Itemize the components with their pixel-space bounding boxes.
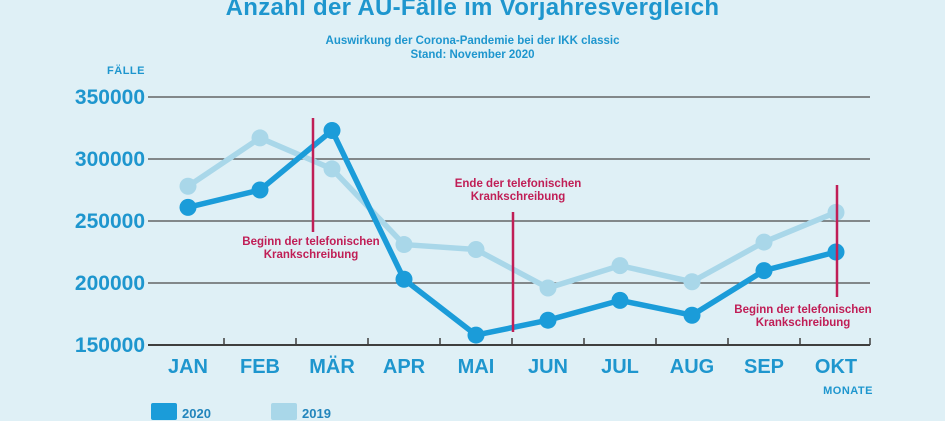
- series-2020-point-APR: [395, 270, 413, 288]
- annotation-text-3: Beginn der telefonischen Krankschreibung: [734, 304, 871, 330]
- series-2019-point-MÄR: [323, 160, 341, 178]
- series-2020-point-JUN: [539, 311, 557, 329]
- series-2020-point-MAI: [467, 326, 485, 344]
- series-2020-point-AUG: [683, 306, 701, 324]
- series-2019-point-SEP: [755, 233, 773, 251]
- subtitle-line-1: Auswirkung der Corona-Pandemie bei der I…: [325, 35, 620, 47]
- series-2019-point-APR: [395, 236, 413, 254]
- chart-title: Anzahl der AU-Fälle im Vorjahresvergleic…: [225, 0, 720, 21]
- annotation-text-line2: Krankschreibung: [755, 317, 851, 329]
- annotation-text-line2: Krankschreibung: [263, 249, 359, 261]
- subtitle-line-2: Stand: November 2020: [410, 49, 535, 61]
- legend-item-2020: 2020: [151, 403, 211, 421]
- x-tick-label-MAI: MAI: [457, 356, 495, 378]
- x-tick-label-FEB: FEB: [240, 356, 280, 378]
- legend-swatch-2020: [151, 403, 177, 420]
- series-2019-point-FEB: [251, 129, 269, 147]
- annotation-text-line1: Ende der telefonischen: [454, 178, 582, 190]
- y-tick-label-200000: 200000: [74, 272, 145, 295]
- x-tick-label-AUG: AUG: [669, 356, 715, 378]
- legend-label-2019: 2019: [302, 406, 331, 421]
- series-2020-point-JAN: [179, 198, 197, 216]
- y-tick-label-300000: 300000: [74, 148, 145, 171]
- x-tick-label-MÄR: MÄR: [309, 356, 355, 378]
- x-tick-label-APR: APR: [382, 356, 426, 378]
- x-tick-label-SEP: SEP: [743, 356, 785, 378]
- x-axis-unit-label: MONATE: [823, 385, 873, 397]
- annotation-text-line1: Beginn der telefonischen: [734, 304, 872, 316]
- y-tick-label-250000: 250000: [74, 210, 145, 233]
- x-tick-label-JAN: JAN: [167, 356, 209, 378]
- annotation-text-line1: Beginn der telefonischen: [242, 236, 380, 248]
- legend-label-2020: 2020: [182, 406, 211, 421]
- x-tick-label-OKT: OKT: [814, 356, 858, 378]
- annotation-text-1: Beginn der telefonischen Krankschreibung: [242, 236, 379, 262]
- y-tick-label-350000: 350000: [74, 86, 145, 109]
- annotation-text-line2: Krankschreibung: [470, 191, 566, 203]
- y-axis-unit-label: FÄLLE: [107, 65, 145, 77]
- series-2019-point-JAN: [179, 177, 197, 195]
- legend-item-2019: 2019: [271, 403, 331, 421]
- series-2019-point-MAI: [467, 241, 485, 259]
- x-tick-label-JUN: JUN: [527, 356, 569, 378]
- series-2020-point-FEB: [251, 181, 269, 199]
- x-tick-label-JUL: JUL: [601, 356, 639, 378]
- series-2019-point-AUG: [683, 273, 701, 291]
- series-2019-point-JUN: [539, 279, 557, 297]
- annotation-text-2: Ende der telefonischen Krankschreibung: [455, 178, 582, 204]
- series-2020-point-MÄR: [323, 121, 341, 139]
- series-2019-point-JUL: [611, 257, 629, 275]
- series-2020-point-JUL: [611, 291, 629, 309]
- y-tick-label-150000: 150000: [74, 334, 145, 357]
- chart-subtitle: Auswirkung der Corona-Pandemie bei der I…: [0, 34, 945, 62]
- legend-swatch-2019: [271, 403, 297, 420]
- series-2020-point-SEP: [755, 262, 773, 280]
